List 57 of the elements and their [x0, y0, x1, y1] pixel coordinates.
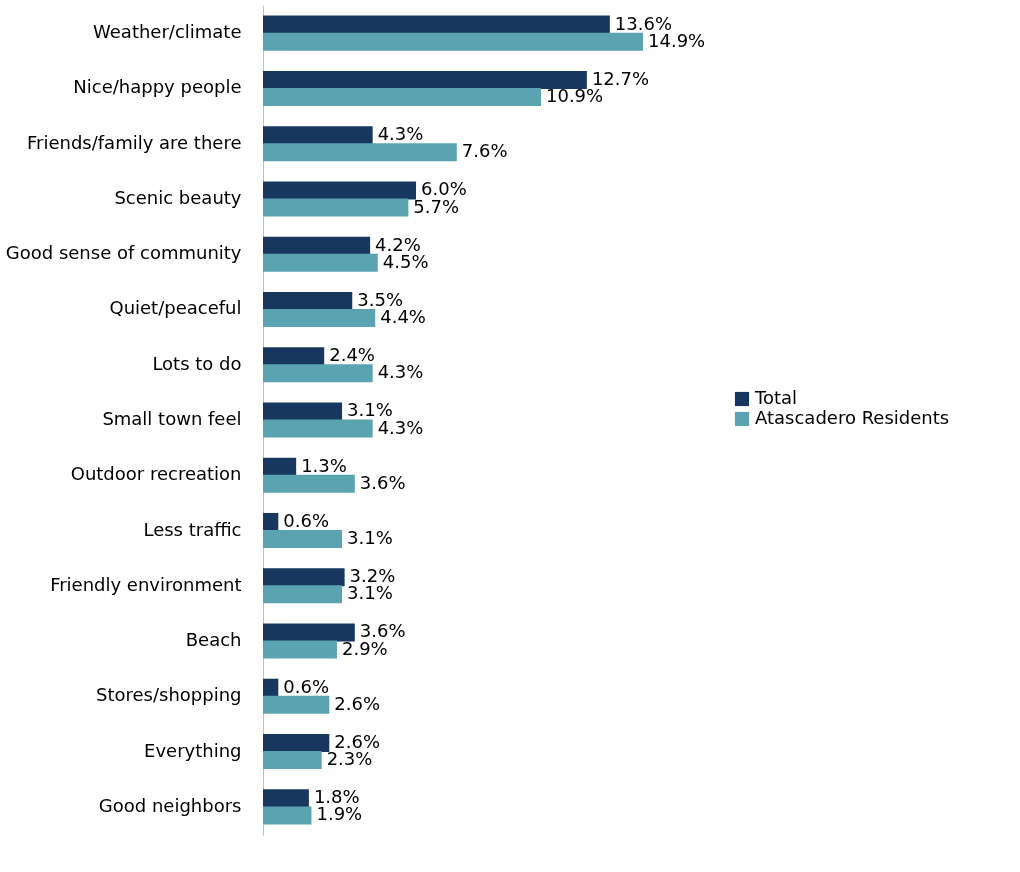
bar	[263, 695, 330, 714]
data-label: 0.6%	[283, 675, 330, 697]
y-tick-label: Less traffic	[143, 518, 242, 540]
y-tick-label: Scenic beauty	[114, 186, 242, 208]
bar	[263, 751, 322, 770]
y-tick-label: Lots to do	[152, 352, 242, 374]
y-tick-label: Weather/climate	[93, 21, 242, 43]
bar	[263, 143, 457, 162]
y-tick-label: Small town feel	[102, 408, 242, 429]
bar	[263, 419, 373, 438]
bar	[263, 236, 371, 255]
y-tick-label: Good sense of community	[5, 242, 242, 264]
bar	[263, 181, 417, 200]
y-tick-label: Nice/happy people	[73, 76, 242, 98]
legend-label: Atascadero Residents	[755, 407, 950, 428]
bar	[263, 512, 279, 531]
data-label: 1.3%	[301, 454, 347, 476]
bar	[263, 198, 409, 217]
bar	[263, 253, 378, 272]
bar	[263, 806, 312, 825]
bar	[263, 364, 373, 383]
bar	[263, 530, 343, 549]
bar	[263, 88, 541, 107]
bar	[263, 733, 330, 752]
bar	[263, 457, 297, 476]
bar	[263, 291, 353, 310]
data-label: 0.6%	[283, 509, 330, 531]
bar	[263, 32, 643, 51]
y-tick-label: Friendly environment	[50, 573, 242, 595]
data-label: 4.3%	[377, 123, 424, 145]
data-label: 4.3%	[377, 361, 424, 383]
y-tick-label: Friends/family are there	[26, 131, 242, 153]
legend-label: Total	[754, 387, 798, 408]
bar	[263, 15, 610, 34]
bar	[263, 347, 325, 366]
data-label: 7.6%	[461, 140, 508, 162]
bar	[263, 126, 373, 145]
bar	[263, 70, 587, 89]
data-label: 2.4%	[329, 344, 375, 366]
y-tick-label: Everything	[144, 739, 242, 761]
bar	[263, 640, 337, 659]
bar	[263, 623, 355, 642]
bar	[263, 474, 355, 493]
y-tick-label: Outdoor recreation	[70, 463, 242, 485]
y-tick-label: Quiet/peaceful	[109, 297, 242, 319]
bar	[263, 402, 343, 421]
bar	[263, 585, 343, 604]
y-tick-label: Good neighbors	[98, 794, 242, 816]
data-label: 2.6%	[334, 692, 381, 714]
data-label: 3.1%	[347, 527, 393, 549]
bar	[263, 309, 376, 328]
y-tick-label: Stores/shopping	[95, 684, 242, 706]
y-tick-label: Beach	[185, 629, 242, 651]
data-label: 3.6%	[359, 471, 406, 493]
bar	[263, 789, 309, 808]
bar	[263, 568, 345, 587]
bar	[263, 678, 279, 697]
